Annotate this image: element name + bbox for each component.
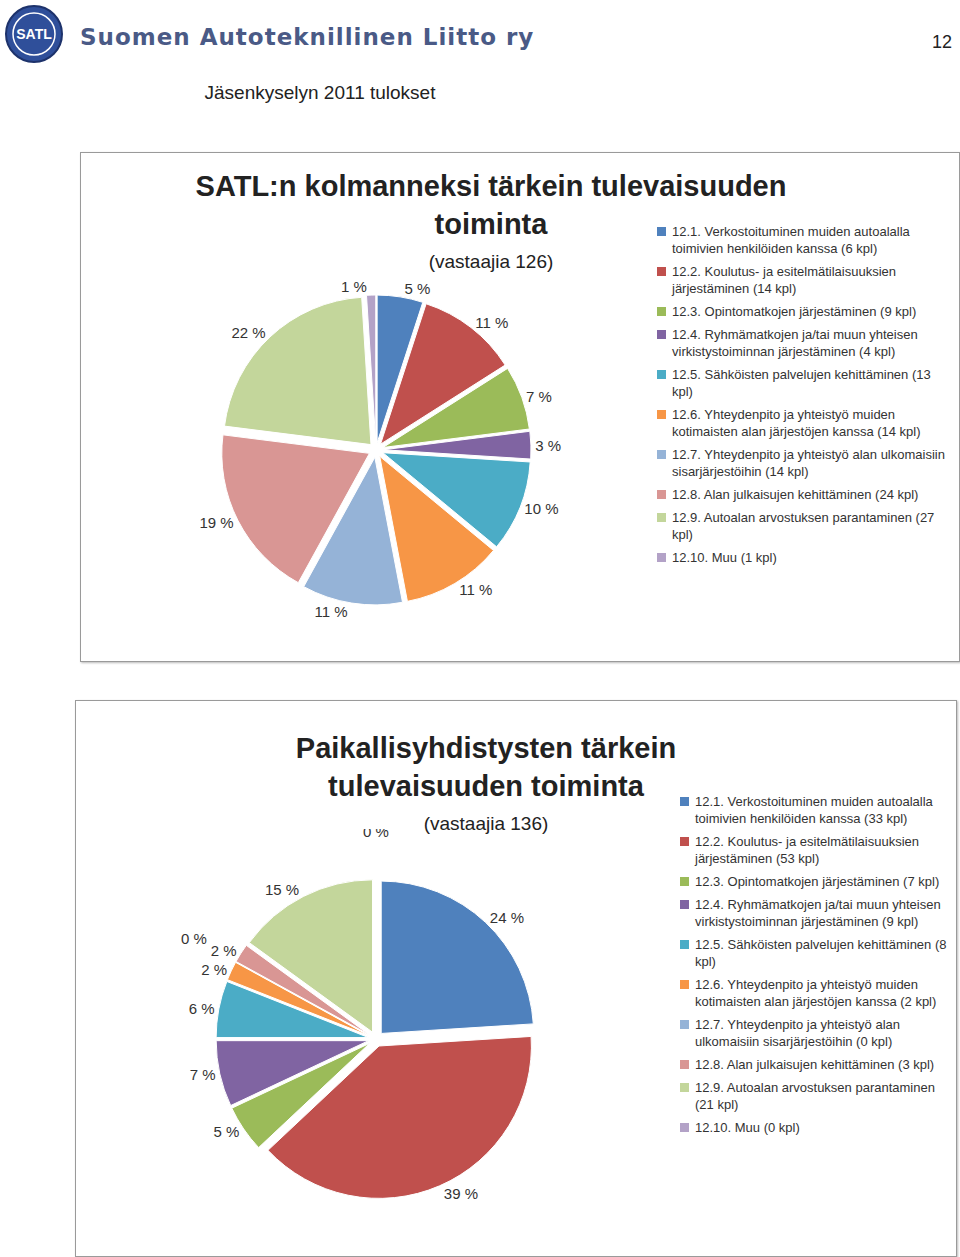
svg-text:22 %: 22 % (231, 324, 265, 341)
svg-text:19 %: 19 % (199, 514, 233, 531)
html-text:12.9. Autoalan arvostuksen par: 12.9. Autoalan arvostuksen parantaminen … (695, 1080, 935, 1112)
svg-text:2 %: 2 % (201, 961, 227, 978)
svg-text:15 %: 15 % (265, 881, 299, 898)
html-text:12.3. Opintomatkojen järjestäm: 12.3. Opintomatkojen järjestäminen (9 kp… (672, 304, 917, 319)
html-text:12.2. Koulutus- ja esitelmätil: 12.2. Koulutus- ja esitelmätilaisuuksien… (695, 834, 919, 866)
html-text:12.5. Sähköisten palvelujen ke: 12.5. Sähköisten palvelujen kehittäminen… (695, 937, 947, 969)
svg-text:7 %: 7 % (526, 388, 552, 405)
svg-text:2 %: 2 % (211, 942, 237, 959)
html-text:12.7. Yhteydenpito ja yhteisty: 12.7. Yhteydenpito ja yhteistyö alan ulk… (672, 447, 945, 479)
svg-text:6 %: 6 % (189, 1000, 215, 1017)
svg-text:5 %: 5 % (404, 280, 430, 297)
svg-text:0 %: 0 % (363, 829, 389, 840)
html-text:12.6. Yhteydenpito ja yhteisty: 12.6. Yhteydenpito ja yhteistyö muiden k… (695, 977, 937, 1009)
svg-text:SATL: SATL (16, 26, 52, 42)
html-text:12.9. Autoalan arvostuksen par: 12.9. Autoalan arvostuksen parantaminen … (672, 510, 935, 542)
html-text:SATL:n kolmanneksi tärkein tul: SATL:n kolmanneksi tärkein tulevaisuuden… (195, 170, 787, 240)
svg-text:11 %: 11 % (475, 314, 508, 331)
html-text:12.1. Verkostoituminen muiden: 12.1. Verkostoituminen muiden autoalalla… (695, 794, 933, 826)
svg-text:0 %: 0 % (181, 930, 207, 947)
html-text:12.10. Muu (1 kpl): 12.10. Muu (1 kpl) (672, 550, 777, 565)
svg-text:24 %: 24 % (490, 909, 524, 926)
html-text:Paikallisyhdistysten tärkein t: Paikallisyhdistysten tärkein tulevaisuud… (295, 732, 677, 802)
svg-text:7 %: 7 % (190, 1066, 216, 1083)
svg-text:11 %: 11 % (459, 581, 492, 598)
html-text:12.2. Koulutus- ja esitelmätil: 12.2. Koulutus- ja esitelmätilaisuuksien… (672, 264, 896, 296)
svg-text:39 %: 39 % (444, 1185, 478, 1202)
html-text:12.8. Alan julkaisujen kehittä: 12.8. Alan julkaisujen kehittäminen (3 k… (695, 1057, 935, 1072)
html-text:Jäsenkyselyn 2011 tulokset: Jäsenkyselyn 2011 tulokset (204, 82, 436, 103)
svg-text:10 %: 10 % (524, 500, 558, 517)
html-text:12.8. Alan julkaisujen kehittä: 12.8. Alan julkaisujen kehittäminen (24 … (672, 487, 919, 502)
html-text:(vastaajia 136): (vastaajia 136) (423, 813, 549, 834)
svg-text:5 %: 5 % (214, 1123, 240, 1140)
html-text:Suomen Autoteknillinen Liitto: Suomen Autoteknillinen Liitto ry (80, 24, 535, 50)
svg-text:1 %: 1 % (341, 278, 367, 295)
html-text:12.6. Yhteydenpito ja yhteisty: 12.6. Yhteydenpito ja yhteistyö muiden k… (672, 407, 921, 439)
html-text:12.4. Ryhmämatkojen ja/tai muu: 12.4. Ryhmämatkojen ja/tai muun yhteisen… (695, 897, 941, 929)
svg-text:3 %: 3 % (535, 437, 561, 454)
svg-text:11 %: 11 % (314, 603, 347, 620)
html-text:12.5. Sähköisten palvelujen ke: 12.5. Sähköisten palvelujen kehittäminen… (672, 367, 931, 399)
html-text:12.3. Opintomatkojen järjestäm: 12.3. Opintomatkojen järjestäminen (7 kp… (695, 874, 940, 889)
html-text:12.4. Ryhmämatkojen ja/tai muu: 12.4. Ryhmämatkojen ja/tai muun yhteisen… (672, 327, 918, 359)
html-text:12.1. Verkostoituminen muiden: 12.1. Verkostoituminen muiden autoalalla… (672, 224, 910, 256)
html-text:(vastaajia 126): (vastaajia 126) (428, 251, 554, 272)
html-text:12.7. Yhteydenpito ja yhteisty: 12.7. Yhteydenpito ja yhteistyö alan ulk… (695, 1017, 900, 1049)
html-text:12: 12 (932, 32, 952, 52)
html-text:12.10. Muu (0 kpl): 12.10. Muu (0 kpl) (695, 1120, 800, 1135)
